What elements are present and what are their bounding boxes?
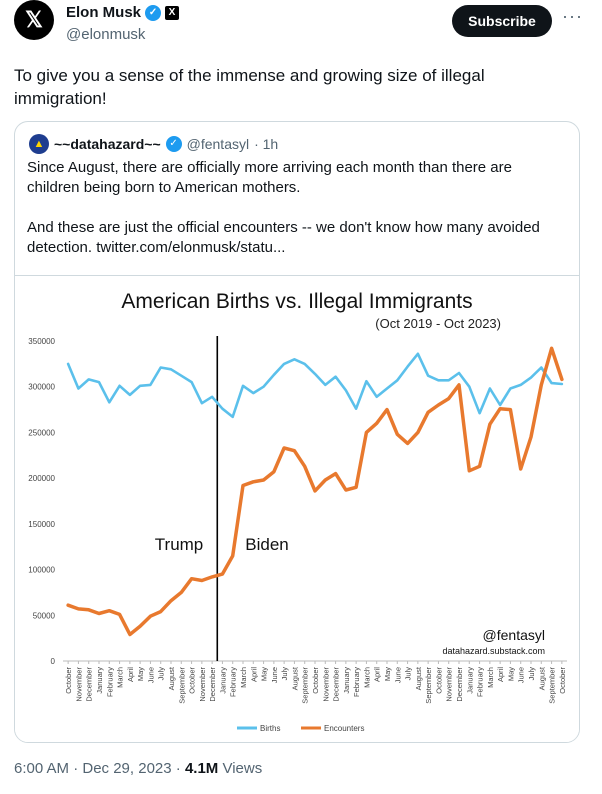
x-tick-label: October <box>64 667 73 694</box>
x-tick-label: May <box>260 667 269 681</box>
y-tick-label: 50000 <box>33 611 56 620</box>
author-avatar[interactable]: 𝕏 <box>14 0 54 40</box>
quote-text: Since August, there are officially more … <box>27 158 567 278</box>
x-tick-label: December <box>85 667 94 702</box>
tweet-meta: 6:00 AM · Dec 29, 2023 · 4.1M Views <box>14 760 262 777</box>
legend-label-births: Births <box>260 724 280 733</box>
view-count: 4.1M <box>184 760 219 777</box>
x-affiliation-icon: X <box>165 5 180 20</box>
quote-avatar: ▲ <box>29 134 49 154</box>
chart-image[interactable]: American Births vs. Illegal Immigrants (O… <box>15 275 579 742</box>
x-tick-label: February <box>352 667 361 697</box>
x-tick-label: January <box>342 667 351 694</box>
series-line-encounters <box>66 346 564 637</box>
x-tick-label: March <box>239 667 248 688</box>
series-line-births <box>66 352 564 419</box>
quoted-tweet-header: ▲ ~~datahazard~~ ✓ @fentasyl · 1h <box>29 134 278 154</box>
x-tick-label: March <box>116 667 125 688</box>
author-handle[interactable]: @elonmusk <box>66 26 146 43</box>
annotation-trump: Trump <box>155 535 204 554</box>
x-tick-label: May <box>383 667 392 681</box>
y-tick-label: 350000 <box>28 337 55 346</box>
x-tick-label: October <box>558 667 567 694</box>
y-tick-label: 100000 <box>28 566 55 575</box>
legend-label-encounters: Encounters <box>324 724 364 733</box>
quote-paragraph-1: Since August, there are officially more … <box>27 159 512 196</box>
x-tick-label: August <box>290 666 299 690</box>
author-name-row: Elon Musk ✓ X <box>66 4 180 21</box>
births-vs-encounters-chart: American Births vs. Illegal Immigrants (O… <box>15 276 579 742</box>
x-tick-label: July <box>157 667 166 681</box>
x-tick-label: October <box>188 667 197 694</box>
y-tick-label: 0 <box>51 657 56 666</box>
x-tick-label: March <box>486 667 495 688</box>
x-tick-label: September <box>424 666 433 703</box>
x-tick-label: July <box>404 667 413 681</box>
x-tick-label: August <box>537 666 546 690</box>
annotation-biden: Biden <box>245 535 288 554</box>
chart-watermark: @fentasyl <box>483 627 545 643</box>
x-tick-label: June <box>146 667 155 683</box>
x-tick-label: November <box>445 667 454 702</box>
x-tick-label: November <box>74 667 83 702</box>
views-label: Views <box>218 760 263 777</box>
x-tick-label: November <box>321 667 330 702</box>
x-tick-label: September <box>301 666 310 703</box>
x-tick-label: February <box>229 667 238 697</box>
x-tick-label: September <box>177 666 186 703</box>
quote-author-handle: @fentasyl <box>186 136 250 152</box>
x-tick-label: January <box>95 667 104 694</box>
tweet-timestamp[interactable]: 6:00 AM · Dec 29, 2023 · <box>14 760 185 777</box>
x-tick-label: February <box>105 667 114 697</box>
x-tick-label: November <box>198 667 207 702</box>
x-tick-label: June <box>393 667 402 683</box>
chart-background <box>15 276 579 742</box>
x-tick-label: October <box>434 667 443 694</box>
x-tick-label: April <box>496 667 505 682</box>
x-tick-label: May <box>506 667 515 681</box>
tweet-text: To give you a sense of the immense and g… <box>14 66 485 108</box>
x-tick-label: May <box>136 667 145 681</box>
x-tick-label: August <box>414 666 423 690</box>
y-tick-label: 250000 <box>28 428 55 437</box>
chart-title: American Births vs. Illegal Immigrants <box>121 290 472 313</box>
y-tick-label: 300000 <box>28 383 55 392</box>
x-tick-label: October <box>311 667 320 694</box>
x-tick-label: September <box>548 666 557 703</box>
y-tick-label: 150000 <box>28 520 55 529</box>
x-tick-label: January <box>218 667 227 694</box>
quote-verified-badge-icon: ✓ <box>165 136 182 152</box>
y-tick-label: 200000 <box>28 474 55 483</box>
x-tick-label: June <box>517 667 526 683</box>
more-options-icon[interactable]: ··· <box>562 6 583 26</box>
x-tick-label: December <box>332 667 341 702</box>
chart-source: datahazard.substack.com <box>442 646 545 656</box>
author-name[interactable]: Elon Musk <box>66 4 142 21</box>
chart-subtitle: (Oct 2019 - Oct 2023) <box>375 316 501 331</box>
x-tick-label: July <box>280 667 289 681</box>
x-tick-label: December <box>455 667 464 702</box>
x-tick-label: April <box>249 667 258 682</box>
x-tick-label: April <box>126 667 135 682</box>
verified-badge-icon: ✓ <box>145 4 162 21</box>
x-tick-label: April <box>373 667 382 682</box>
x-tick-label: February <box>476 667 485 697</box>
quote-author-name: ~~datahazard~~ <box>54 136 161 152</box>
x-tick-label: March <box>362 667 371 688</box>
quoted-tweet[interactable]: ▲ ~~datahazard~~ ✓ @fentasyl · 1h Since … <box>14 121 580 743</box>
x-tick-label: January <box>465 667 474 694</box>
x-tick-label: August <box>167 666 176 690</box>
quote-paragraph-2: And these are just the official encounte… <box>27 219 540 256</box>
quote-time: · 1h <box>254 136 279 152</box>
x-tick-label: June <box>270 667 279 683</box>
x-tick-label: December <box>208 667 217 702</box>
x-tick-label: July <box>527 667 536 681</box>
subscribe-button[interactable]: Subscribe <box>452 5 552 37</box>
